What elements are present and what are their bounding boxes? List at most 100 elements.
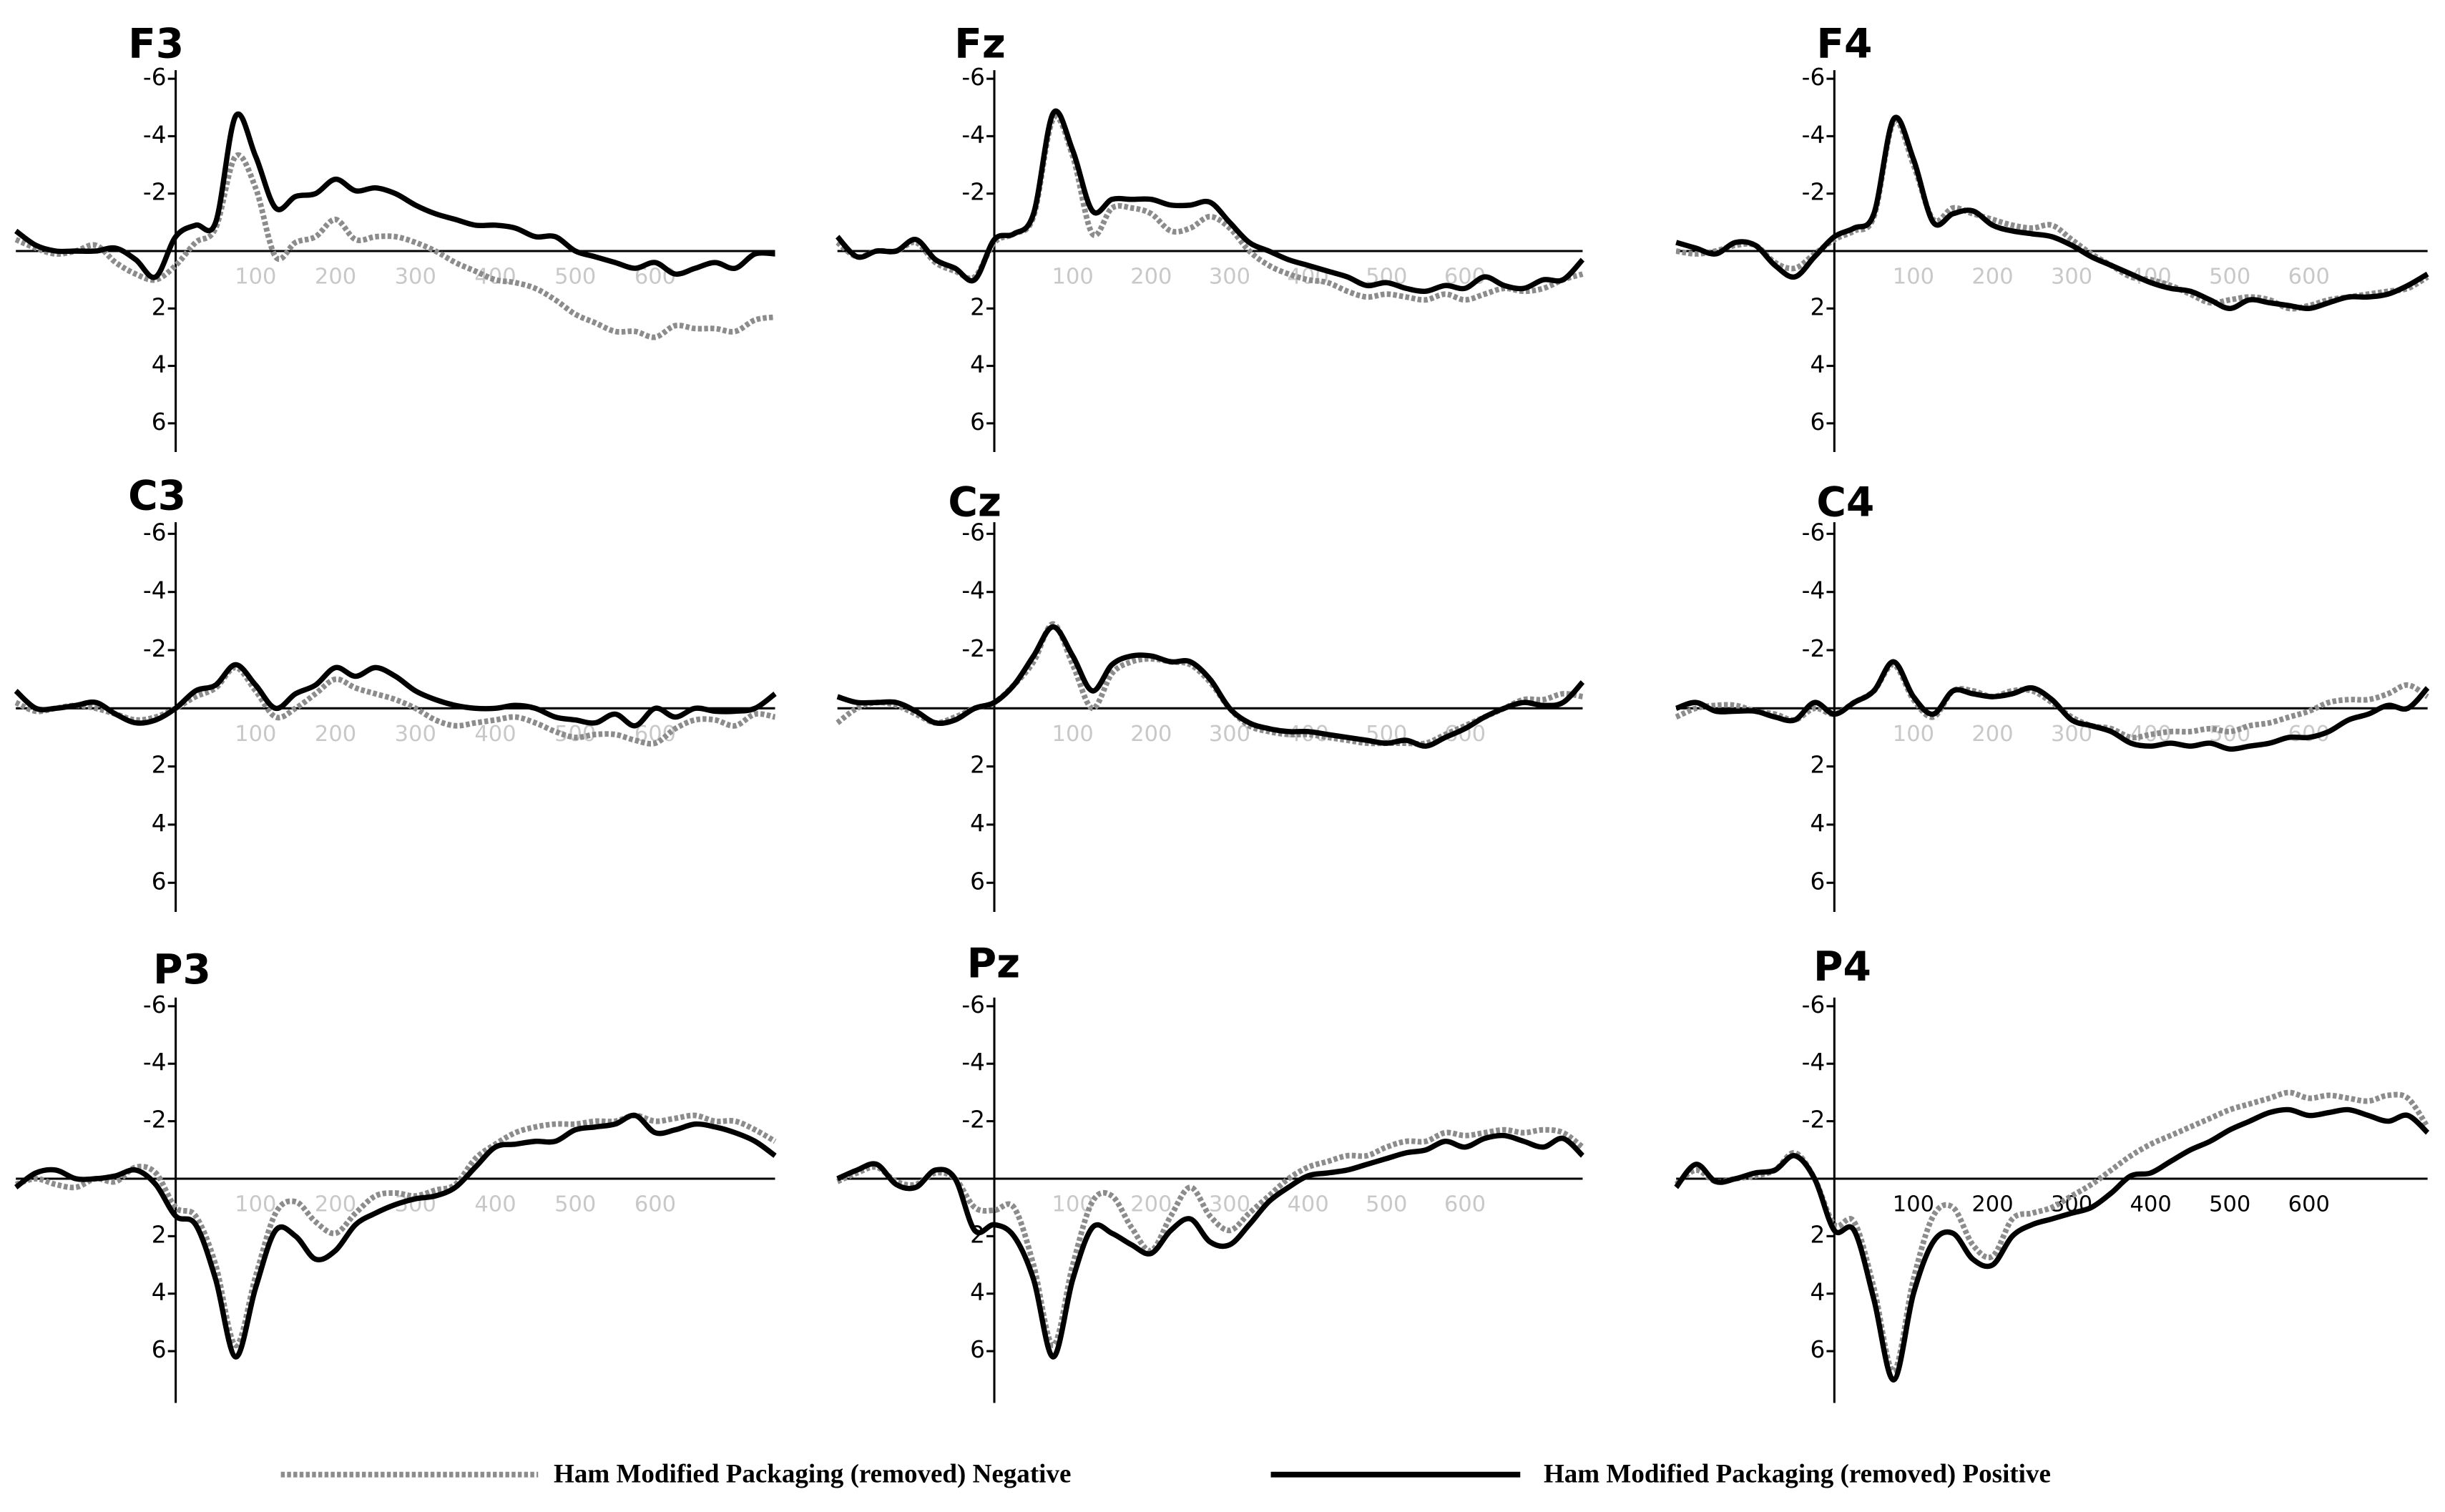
erp-line: Ham Modified Packaging (removed) Positiv… [14,662,777,729]
x-tick-label: 300 [2051,265,2092,290]
y-tick-label: -6 [143,991,167,1018]
erp-line: Ham Modified Packaging (removed) Negativ… [14,152,776,340]
x-tick-label: 500 [1366,1192,1407,1217]
y-tick-label: -6 [961,991,985,1018]
y-tick-label: 4 [1810,810,1825,837]
panel-title: F4 [1816,21,1872,68]
erp-line: Ham Modified Packaging (removed) Positiv… [836,624,1585,749]
x-tick-label: 200 [315,265,356,290]
y-tick-label: 4 [152,351,167,378]
erp-line: Ham Modified Packaging (removed) Positiv… [836,1132,1585,1360]
y-tick-label: 4 [1810,351,1825,378]
y-tick-label: -4 [1802,121,1826,148]
x-tick-label: 100 [235,265,276,290]
y-tick-label: -2 [961,179,985,206]
legend: Ham Modified Packaging (removed) Negativ… [280,1459,2051,1488]
y-tick-label: -2 [143,179,167,206]
panel-title: P3 [153,946,211,993]
y-tick-label: 6 [1810,1336,1825,1363]
y-tick-label: -4 [143,121,167,148]
y-tick-label: 2 [970,752,985,779]
y-tick-label: 2 [152,752,167,779]
x-tick-label: 400 [2130,1192,2172,1217]
y-tick-label: 4 [970,351,985,378]
x-tick-label: 600 [2288,265,2330,290]
x-tick-label: 500 [554,1192,596,1217]
y-tick-label: -2 [1802,635,1826,662]
x-tick-label: 200 [1971,265,2013,290]
y-tick-label: -2 [961,635,985,662]
y-tick-label: 6 [152,408,167,436]
erp-line: Ham Modified Packaging (removed) Positiv… [1674,1106,2430,1383]
y-tick-label: 6 [970,1336,985,1363]
panel-title: Pz [967,940,1021,987]
x-tick-label: 300 [1209,265,1250,290]
erp-line: Ham Modified Packaging (removed) Negativ… [1674,1089,2430,1375]
erp-line: Ham Modified Packaging (removed) Negativ… [836,1126,1584,1348]
y-tick-label: 6 [1810,408,1825,436]
erp-line: Ham Modified Packaging (removed) Positiv… [14,111,775,280]
x-tick-label: 600 [2288,1192,2330,1217]
x-tick-label: 600 [1444,1192,1486,1217]
y-tick-label: -2 [961,1106,985,1134]
y-tick-label: 2 [970,293,985,320]
panel-title: C3 [128,473,186,520]
x-tick-label: 100 [1052,722,1094,747]
x-tick-label: 500 [554,265,596,290]
x-tick-label: 100 [1893,265,1934,290]
y-tick-label: 6 [1810,868,1825,895]
erp-line: Ham Modified Packaging (removed) Negativ… [14,1112,777,1348]
y-tick-label: 2 [152,1221,167,1248]
x-tick-label: 100 [1052,1192,1094,1217]
y-tick-label: 6 [970,408,985,436]
x-tick-label: 200 [315,1192,356,1217]
y-tick-label: 4 [970,810,985,837]
x-tick-label: 300 [1209,722,1250,747]
erp-line: Ham Modified Packaging (removed) Positiv… [14,1112,777,1360]
y-tick-label: -6 [143,519,167,546]
x-tick-label: 300 [1209,1192,1250,1217]
y-tick-label: -4 [1802,1049,1826,1076]
x-tick-label: 200 [1130,1192,1172,1217]
panel-title: C4 [1816,478,1874,526]
erp-line: Ham Modified Packaging (removed) Positiv… [1675,114,2429,312]
y-tick-label: 4 [970,1279,985,1306]
y-tick-label: -6 [961,519,985,546]
panel-title: P4 [1813,943,1871,991]
x-tick-label: 200 [1971,1192,2013,1217]
x-tick-label: 400 [474,722,516,747]
y-tick-label: 6 [970,868,985,895]
y-tick-label: -4 [961,577,985,604]
legend-label: Ham Modified Packaging (removed) Positiv… [1544,1459,2051,1488]
x-tick-label: 100 [1052,265,1094,290]
erp-line: Ham Modified Packaging (removed) Positiv… [1675,659,2430,752]
y-tick-label: -4 [143,1049,167,1076]
y-tick-label: -6 [143,64,167,91]
x-tick-label: 400 [474,1192,516,1217]
x-tick-label: 600 [634,1192,676,1217]
y-tick-label: -2 [143,1106,167,1134]
y-tick-label: -4 [143,577,167,604]
y-tick-label: 2 [152,293,167,320]
x-tick-label: 500 [2209,265,2250,290]
y-tick-label: -2 [1802,179,1826,206]
y-tick-label: -4 [961,1049,985,1076]
y-tick-label: -4 [961,121,985,148]
erp-line: Ham Modified Packaging (removed) Negativ… [836,114,1584,303]
y-tick-label: -6 [1802,64,1826,91]
x-tick-label: 100 [235,722,276,747]
x-tick-label: 300 [395,265,436,290]
y-tick-label: 4 [152,810,167,837]
x-tick-label: 100 [1893,1192,1934,1217]
panel-title: Cz [948,478,1001,526]
y-tick-label: 4 [1810,1279,1825,1306]
